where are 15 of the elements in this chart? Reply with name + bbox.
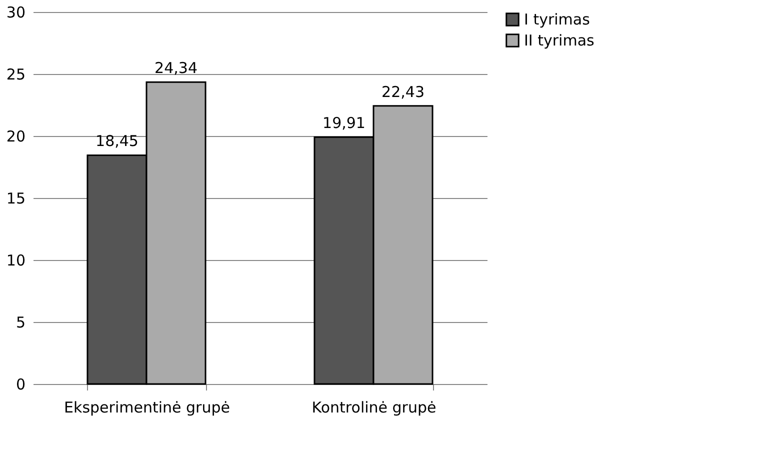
data-label: 24,34 <box>154 59 198 78</box>
y-tick-label: 0 <box>16 376 26 394</box>
y-tick-label: 30 <box>6 4 26 22</box>
y-tick-label: 20 <box>6 128 26 146</box>
y-tick-label: 25 <box>6 66 26 84</box>
legend-label: I tyrimas <box>524 10 590 28</box>
legend-label: II tyrimas <box>524 32 595 50</box>
x-tick-label: Kontrolinė grupė <box>312 398 436 416</box>
y-tick-label: 5 <box>16 314 26 332</box>
data-label: 19,91 <box>322 114 366 132</box>
x-tick-label: Eksperimentinė grupė <box>64 398 230 416</box>
y-tick-label: 10 <box>6 252 26 270</box>
data-label: 18,45 <box>96 132 138 150</box>
data-label: 22,43 <box>382 82 424 101</box>
y-tick-label: 15 <box>6 190 26 208</box>
